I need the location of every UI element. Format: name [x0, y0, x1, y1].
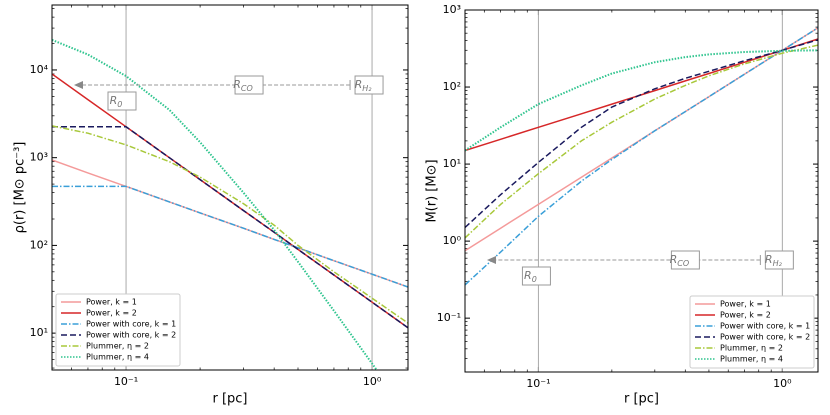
- annotation: RCO: [233, 78, 253, 93]
- y-axis-label: M(r) [M⊙]: [425, 159, 440, 222]
- annotation-base: R: [524, 269, 532, 282]
- legend-label: Power with core, k = 1: [720, 322, 810, 331]
- annotation: RCO: [670, 253, 690, 268]
- legend-label: Power, k = 1: [86, 298, 137, 307]
- annotation-sub: 0: [532, 275, 537, 284]
- annotation-base: R: [670, 253, 678, 266]
- series-line: [52, 126, 408, 329]
- legend-label: Plummer, η = 4: [86, 353, 149, 362]
- series-group: [52, 38, 408, 370]
- plot-frame: [464, 9, 819, 373]
- annotation-box: [354, 75, 384, 95]
- legend-label: Power, k = 2: [86, 309, 137, 318]
- legend-label: Plummer, η = 4: [720, 355, 783, 364]
- annotation: R0: [110, 94, 123, 109]
- y-tick-label: 10⁰: [443, 234, 462, 247]
- annotation-sub: H₂: [362, 84, 372, 93]
- annotation-sub: CO: [677, 259, 689, 268]
- annotation-sub: 0: [117, 100, 122, 109]
- y-tick-label: 10¹: [443, 157, 461, 170]
- x-tick-label: 10⁰: [363, 375, 382, 388]
- x-axis-label: r [pc]: [212, 392, 247, 407]
- series-line: [465, 39, 818, 229]
- annotation-box: [764, 250, 794, 270]
- legend-label: Plummer, η = 2: [720, 344, 783, 353]
- annotation-box: [670, 250, 700, 270]
- legend-box: [689, 295, 815, 369]
- legend-box: [55, 293, 181, 367]
- series-line: [465, 38, 818, 152]
- y-tick-label: 10²: [30, 238, 48, 251]
- annotation-box: [521, 266, 551, 286]
- annotation-base: R: [765, 253, 773, 266]
- series-line: [465, 49, 818, 152]
- y-tick-label: 10⁴: [30, 63, 49, 76]
- y-tick-label: 10¹: [30, 326, 48, 339]
- annotation: R0: [524, 269, 537, 284]
- x-axis-label: r [pc]: [624, 392, 659, 407]
- annotation-sub: CO: [241, 84, 253, 93]
- annotation-box: [107, 91, 137, 111]
- annotation-sub: H₂: [773, 259, 783, 268]
- panel: 10⁻¹ 10⁰ 10¹ 10² 10³ 10⁴ r [pc] ρ(r) [M⊙ pc⁻³] R…: [13, 4, 409, 407]
- plot-frame: [51, 4, 409, 371]
- series-line: [465, 44, 818, 239]
- series-group: [465, 27, 818, 286]
- x-tick-label: 10⁻¹: [114, 375, 138, 388]
- annotation-base: R: [355, 78, 363, 91]
- y-tick-label: 10³: [443, 3, 461, 16]
- legend-label: Power with core, k = 1: [86, 320, 176, 329]
- arrow-head: [74, 81, 83, 89]
- legend-label: Power, k = 1: [720, 300, 771, 309]
- x-tick-label: 10⁻¹: [526, 377, 550, 390]
- legend-label: Power with core, k = 2: [720, 333, 810, 342]
- annotation: RH₂: [765, 253, 783, 268]
- y-tick-label: 10²: [443, 80, 461, 93]
- series-line: [465, 27, 818, 252]
- annotation-base: R: [110, 94, 118, 107]
- legend-label: Power with core, k = 2: [86, 331, 176, 340]
- series-line: [465, 27, 818, 286]
- y-tick-label: 10⁻¹: [437, 311, 461, 324]
- series-line: [52, 125, 408, 324]
- y-tick-label: 10³: [30, 151, 48, 164]
- arrow-head: [487, 256, 496, 264]
- y-axis-label: ρ(r) [M⊙ pc⁻³]: [13, 142, 28, 234]
- series-line: [52, 185, 408, 288]
- annotation-base: R: [233, 78, 241, 91]
- annotation-box: [234, 75, 264, 95]
- x-tick-label: 10⁰: [773, 377, 792, 390]
- legend-label: Plummer, η = 2: [86, 342, 149, 351]
- legend-label: Power, k = 2: [720, 311, 771, 320]
- annotation: RH₂: [355, 78, 373, 93]
